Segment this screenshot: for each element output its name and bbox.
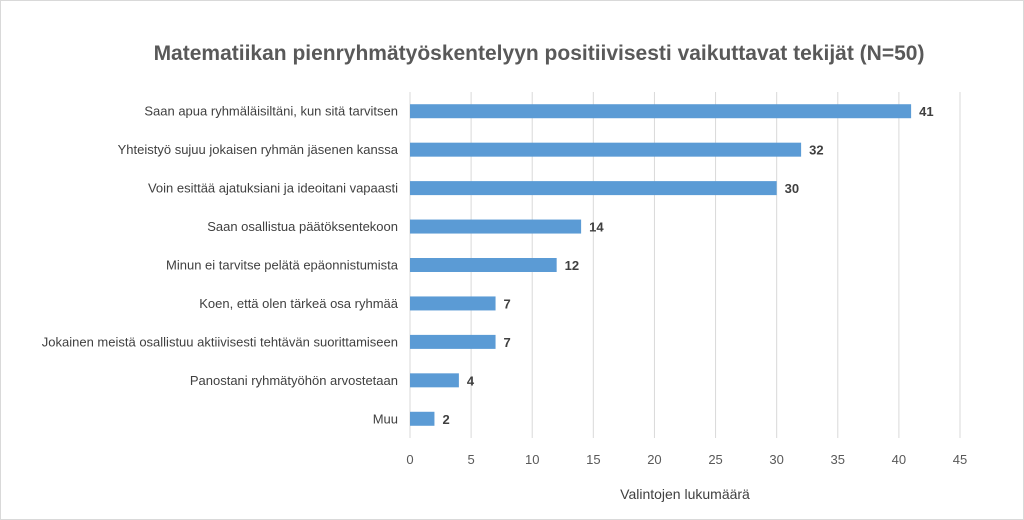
bar	[410, 411, 435, 426]
value-labels: 41 32 30 14 12 7 7 4 2	[442, 104, 933, 427]
data-label: 7	[504, 335, 511, 350]
bar	[410, 181, 777, 196]
x-tick-labels: 0 5 10 15 20 25 30 35 40 45	[406, 452, 967, 467]
data-label: 2	[442, 412, 449, 427]
data-label: 12	[565, 258, 579, 273]
x-tick-label: 40	[892, 452, 906, 467]
bar	[410, 334, 496, 349]
category-label: Minun ei tarvitse pelätä epäonnistumista	[166, 258, 399, 273]
bar	[410, 373, 459, 388]
category-label: Koen, että olen tärkeä osa ryhmää	[199, 296, 399, 311]
x-tick-label: 25	[708, 452, 722, 467]
category-label: Voin esittää ajatuksiani ja ideoitani va…	[148, 181, 398, 196]
chart-title: Matematiikan pienryhmätyöskentelyyn posi…	[154, 42, 925, 65]
data-label: 32	[809, 143, 823, 158]
bar	[410, 219, 582, 234]
x-tick-label: 0	[406, 452, 413, 467]
data-label: 30	[785, 181, 799, 196]
data-label: 7	[504, 296, 511, 311]
x-tick-label: 35	[831, 452, 845, 467]
category-label: Saan apua ryhmäläisiltäni, kun sitä tarv…	[144, 104, 398, 119]
data-label: 14	[589, 220, 604, 235]
category-label: Muu	[373, 411, 398, 426]
x-axis-title: Valintojen lukumäärä	[620, 486, 750, 502]
x-tick-label: 45	[953, 452, 967, 467]
category-label: Saan osallistua päätöksentekoon	[207, 219, 398, 234]
x-tick-label: 20	[647, 452, 661, 467]
x-tick-label: 15	[586, 452, 600, 467]
category-label: Panostani ryhmätyöhön arvostetaan	[190, 373, 398, 388]
bar	[410, 296, 496, 311]
x-tick-label: 30	[769, 452, 783, 467]
bar	[410, 258, 557, 272]
category-labels: Saan apua ryhmäläisiltäni, kun sitä tarv…	[42, 104, 399, 427]
x-tick-label: 5	[467, 452, 474, 467]
data-label: 41	[919, 104, 933, 119]
data-label: 4	[467, 373, 475, 388]
category-label: Yhteistyö sujuu jokaisen ryhmän jäsenen …	[118, 142, 399, 157]
category-label: Jokainen meistä osallistuu aktiivisesti …	[42, 334, 398, 349]
bar	[410, 104, 912, 119]
bars	[410, 104, 912, 426]
bar	[410, 142, 802, 157]
x-tick-label: 10	[525, 452, 539, 467]
